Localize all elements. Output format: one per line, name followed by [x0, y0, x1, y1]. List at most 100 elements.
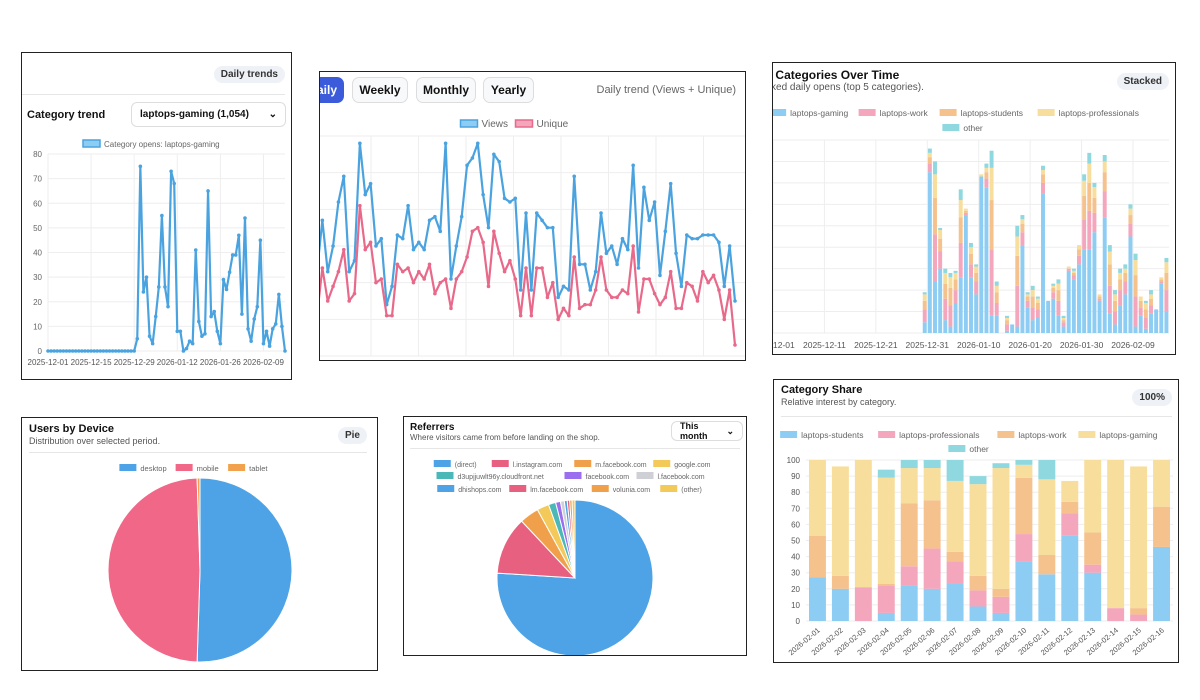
bar-segment-laptops-work — [1159, 281, 1164, 284]
x-tick-label: 2025-12-01 — [773, 340, 795, 350]
laptops-gaming-point — [73, 349, 78, 353]
unique-point — [706, 280, 711, 285]
laptops-gaming-point — [150, 341, 155, 346]
bar-segment-laptops-gaming — [923, 468, 941, 501]
laptops-gaming-point — [246, 327, 250, 331]
bar-segment-laptops-professionals — [992, 596, 1010, 613]
period-select[interactable]: This month ⌄ — [671, 421, 743, 441]
unique-point — [395, 262, 400, 267]
unique-point — [384, 313, 389, 318]
unique-point — [347, 299, 351, 303]
views-point — [454, 244, 459, 248]
bar-segment-other — [1082, 174, 1087, 181]
y-tick-label: 90 — [791, 472, 800, 481]
unique-point — [658, 302, 662, 307]
views-point — [492, 152, 496, 157]
unique-point — [642, 277, 646, 281]
legend-label: l.facebook.com — [658, 474, 705, 481]
bar-segment-laptops-gaming — [984, 187, 989, 333]
unique-point — [390, 313, 394, 318]
bar-segment-other — [1113, 290, 1117, 295]
legend-swatch — [636, 472, 654, 479]
bar-segment-laptops-professionals — [1128, 208, 1133, 216]
legend-label: laptops-students — [801, 430, 863, 440]
y-tick-label: 0 — [796, 617, 801, 626]
bar-segment-laptops-professionals — [953, 272, 958, 280]
y-tick-label: 70 — [791, 504, 800, 513]
views-point — [620, 236, 625, 241]
legend-swatch — [942, 124, 960, 131]
bar-segment-other — [948, 272, 953, 278]
bar-segment-laptops-gaming — [1113, 324, 1117, 333]
unique-point — [400, 269, 405, 274]
unique-point — [518, 313, 523, 318]
weekly-button[interactable]: Weekly — [352, 77, 408, 103]
views-point — [652, 200, 657, 204]
y-tick-label: 50 — [791, 537, 800, 546]
unique-point — [545, 295, 550, 300]
legend-label: google.com — [674, 462, 710, 469]
unique-point — [379, 277, 384, 281]
views-point — [717, 240, 721, 245]
bar-segment-laptops-gaming — [1010, 324, 1015, 333]
y-tick-label: 30 — [33, 273, 42, 282]
bar-segment-laptops-gaming — [989, 315, 994, 333]
bar-segment-laptops-students — [969, 606, 987, 621]
views-point — [363, 192, 368, 197]
legend-swatch — [574, 460, 592, 467]
laptops-gaming-point — [80, 349, 84, 353]
bar-segment-laptops-professionals — [1030, 290, 1035, 297]
legend-swatch — [948, 445, 966, 452]
bar-segment-laptops-professionals — [1015, 534, 1033, 562]
views-point — [706, 233, 711, 237]
monthly-button[interactable]: Monthly — [416, 77, 476, 103]
views-point — [663, 229, 668, 234]
unique-point — [465, 255, 469, 259]
bar-segment-laptops-gaming — [953, 302, 958, 333]
laptops-gaming-point — [83, 349, 87, 353]
legend-label: Unique — [537, 119, 569, 130]
legend-swatch — [1078, 431, 1096, 438]
category-select[interactable]: laptops-gaming (1,054) ⌄ — [131, 102, 286, 127]
unique-point — [508, 258, 512, 263]
unique-point — [567, 313, 571, 318]
bar-segment-laptops-professionals — [994, 285, 999, 293]
bar-segment-other — [974, 264, 979, 267]
laptops-gaming-point — [270, 327, 275, 331]
bar-segment-other — [1015, 460, 1033, 465]
bar-segment-laptops-professionals — [1061, 513, 1079, 536]
laptops-gaming-point — [132, 349, 136, 353]
views-point — [642, 185, 646, 190]
views-point — [379, 236, 384, 241]
laptops-gaming-point — [252, 317, 257, 321]
bar-segment-laptops-students — [1164, 272, 1169, 291]
views-point — [529, 288, 534, 292]
views-point — [358, 141, 362, 146]
views-point — [395, 233, 400, 237]
bar-segment-laptops-gaming — [958, 277, 963, 333]
legend-label: l.instagram.com — [513, 462, 563, 469]
bar-segment-laptops-students — [923, 588, 941, 621]
views-point — [475, 141, 480, 146]
yearly-button[interactable]: Yearly — [483, 77, 534, 103]
daily-trend-chart: Views Unique — [320, 119, 745, 357]
bar-segment-laptops-professionals — [1087, 163, 1092, 183]
bar-segment-other — [933, 161, 937, 175]
bar-segment-laptops-gaming — [1015, 326, 1020, 333]
unique-point — [320, 266, 325, 270]
views-point — [674, 251, 678, 256]
unique-point — [631, 244, 635, 248]
bar-segment-laptops-professionals — [1056, 283, 1061, 291]
daily-button[interactable]: Daily — [320, 77, 344, 103]
laptops-gaming-point — [190, 341, 195, 346]
legend-swatch — [1037, 109, 1055, 116]
unique-point — [433, 291, 437, 296]
stacked-badge: Stacked — [1116, 73, 1169, 90]
views-point — [545, 225, 550, 230]
bar-segment-other — [1164, 257, 1169, 263]
legend-swatch — [459, 119, 479, 128]
bar-segment-laptops-work — [1123, 281, 1128, 295]
bar-segment-laptops-students — [1071, 272, 1076, 276]
bar-segment-other — [1005, 315, 1009, 318]
views-point — [470, 156, 475, 160]
